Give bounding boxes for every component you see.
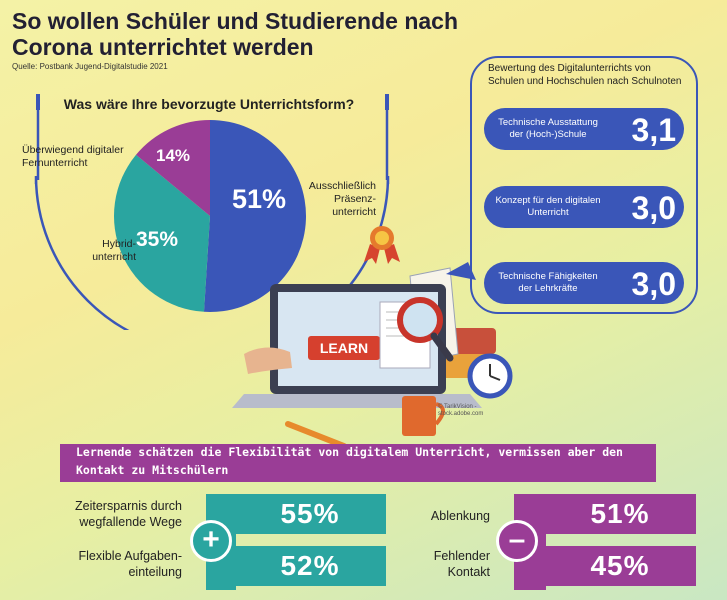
screen-text: LEARN [320,340,368,356]
summary-banner [60,444,656,482]
pie-question: Was wäre Ihre bevorzugte Unterrichtsform… [63,96,355,112]
rating-item: Konzept für den digitalen Unterricht 3,0 [484,186,684,228]
rating-intro: Bewertung des Digitalunterrichts von Sch… [488,63,682,87]
slice-value-label: 35% [136,228,179,251]
slice-label: Überwiegend digitaler Fernunterricht [22,144,124,169]
rating-label: Technische Fähigkeiten der Lehrkräfte [498,271,598,294]
pie-slice [136,120,210,216]
pie-chart [34,94,390,330]
con-label: Ablenkung [430,509,490,523]
con-value: 45% [544,546,696,586]
award-badge-icon [364,226,400,264]
rating-panel [470,56,698,314]
magnifier-icon [397,297,443,343]
summary-banner-text: Lernende schätzen die Flexibilität von d… [76,445,623,477]
page-title: So wollen Schüler und Studierende nach C… [12,8,459,60]
minus-icon: – [496,520,538,562]
con-value: 51% [544,494,696,534]
slice-label: Hybrid- unterricht [92,238,136,263]
rating-item: Technische Fähigkeiten der Lehrkräfte 3,… [484,262,684,304]
image-credit: © TarikVision - stock.adobe.com [438,404,484,417]
rating-value: 3,0 [631,266,676,302]
rating-value: 3,0 [631,190,676,226]
pro-label: Flexible Aufgaben-einteilung [78,549,182,579]
slice-label: Ausschließlich Präsenz- unterricht [308,180,376,218]
laptop-illustration: LEARN [232,262,513,448]
rating-label: Technische Ausstattung der (Hoch-)Schule [498,117,598,140]
pro-label: Zeitersparnis durch wegfallende Wege [75,499,182,529]
mug-icon [402,396,436,436]
slice-value-label: 51% [232,184,287,214]
con-label: Fehlender Kontakt [433,549,490,579]
pointing-hand-icon [244,347,292,374]
pie-slice [203,120,307,312]
rating-value: 3,1 [631,112,676,148]
pro-value: 55% [234,494,386,534]
lamp-icon [446,262,476,280]
rating-item: Technische Ausstattung der (Hoch-)Schule… [484,108,684,150]
rating-label: Konzept für den digitalen Unterricht [495,195,601,218]
pencil-icon [285,421,347,448]
pie-slice [114,154,210,312]
pro-value: 52% [234,546,386,586]
source-note: Quelle: Postbank Jugend-Digitalstudie 20… [12,62,168,71]
slice-value-label: 14% [156,146,191,165]
plus-icon: + [190,520,232,562]
